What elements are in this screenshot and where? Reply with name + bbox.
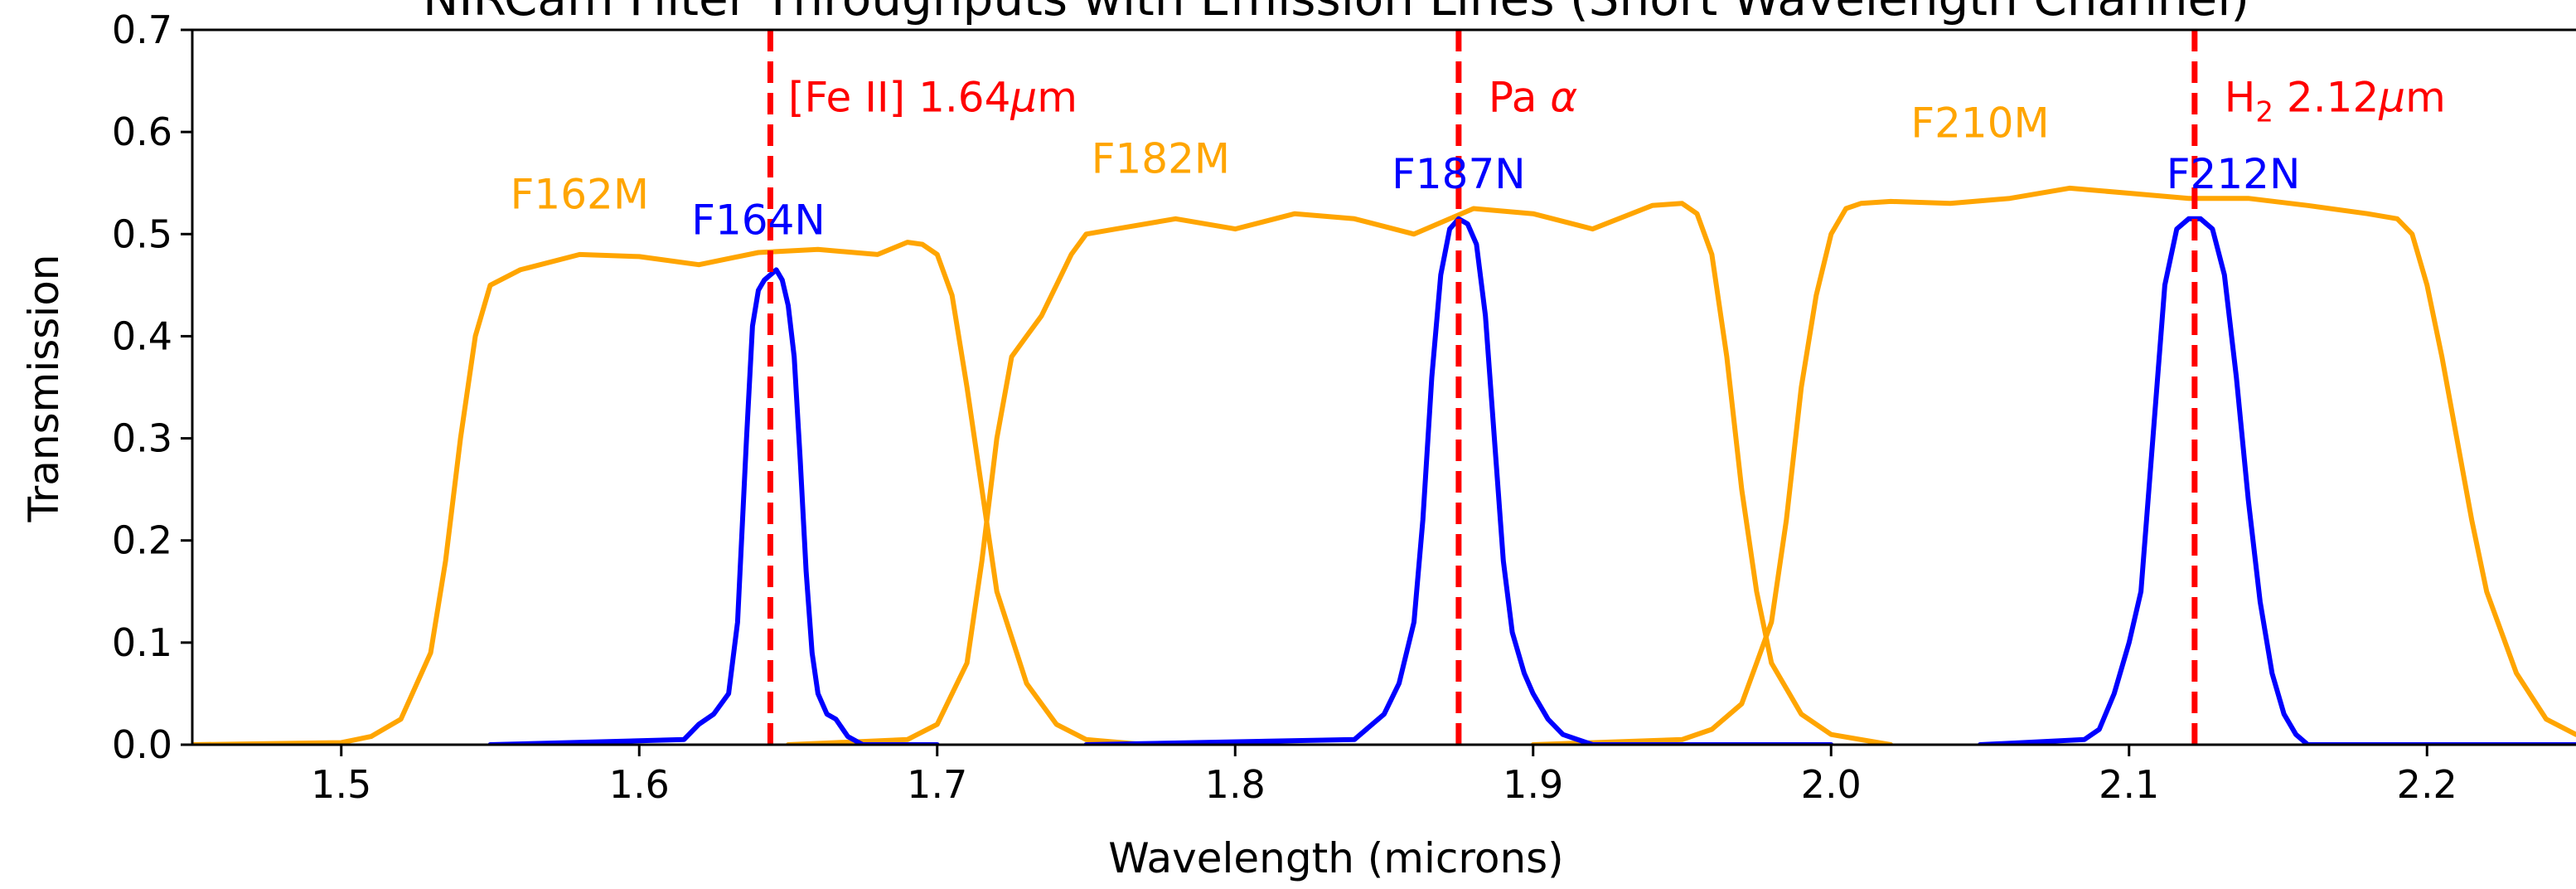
series-line-f187n — [1083, 216, 1834, 745]
y-tick-label: 0.7 — [112, 7, 172, 52]
label-subscript: 2 — [2255, 96, 2273, 129]
emission-line-label-1: [Fe II] 1.64μm — [788, 74, 1077, 122]
x-tick-label: 1.9 — [1503, 762, 1563, 807]
label-text: [Fe II] 1.64 — [788, 74, 1010, 122]
filter-label-f162m: F162M — [511, 171, 649, 219]
y-tick-label: 0.0 — [112, 722, 172, 767]
y-tick-label: 0.1 — [112, 620, 172, 665]
x-tick-label: 1.8 — [1205, 762, 1266, 807]
series-line-f164n — [487, 267, 940, 745]
label-text: Pa — [1489, 74, 1550, 122]
plot-area: 1.5 1.6 1.7 1.8 1.9 2.0 2.1 2.2 0.0 0.1 0.2 0.3 0.4 0… — [112, 7, 2576, 807]
x-tick-label: 2.2 — [2397, 762, 2457, 807]
label-text: 2.12 — [2273, 74, 2379, 122]
x-tick-label: 2.0 — [1801, 762, 1862, 807]
series-group — [192, 185, 2576, 745]
label-text: m — [2405, 74, 2446, 122]
y-tick-label: 0.4 — [112, 313, 172, 358]
x-axis-label: Wavelength (microns) — [1108, 834, 1563, 882]
y-tick-label: 0.2 — [112, 518, 172, 563]
emission-line-label-3: H2 2.12μm — [2225, 74, 2446, 129]
y-tick-label: 0.5 — [112, 211, 172, 256]
x-tick-label: 1.6 — [609, 762, 670, 807]
chart-title: NIRCam Filter Throughputs with Emission … — [423, 0, 2249, 27]
emission-line-label-2: Pa α — [1489, 74, 1577, 122]
series-line-f210m — [1530, 185, 2576, 745]
label-greek: α — [1550, 74, 1577, 122]
filter-label-f164n: F164N — [691, 196, 826, 244]
x-tick-label: 1.7 — [907, 762, 967, 807]
label-text: H — [2225, 74, 2256, 122]
label-greek: μ — [1010, 74, 1037, 122]
filter-label-f187n: F187N — [1392, 150, 1526, 198]
x-tick-label: 2.1 — [2099, 762, 2159, 807]
filter-label-f210m: F210M — [1910, 99, 2049, 147]
y-axis-label: Transmission — [20, 255, 68, 523]
series-line-f212n — [1978, 216, 2576, 745]
y-tick-label: 0.3 — [112, 416, 172, 461]
label-text: m — [1037, 74, 1077, 122]
x-tick-label: 1.5 — [311, 762, 371, 807]
series-line-f162m — [192, 240, 1149, 745]
y-tick-label: 0.6 — [112, 109, 172, 154]
filter-label-f182m: F182M — [1092, 134, 1230, 182]
series-line-f182m — [786, 201, 1894, 745]
filter-label-f212n: F212N — [2167, 150, 2301, 198]
label-greek: μ — [2378, 74, 2405, 122]
